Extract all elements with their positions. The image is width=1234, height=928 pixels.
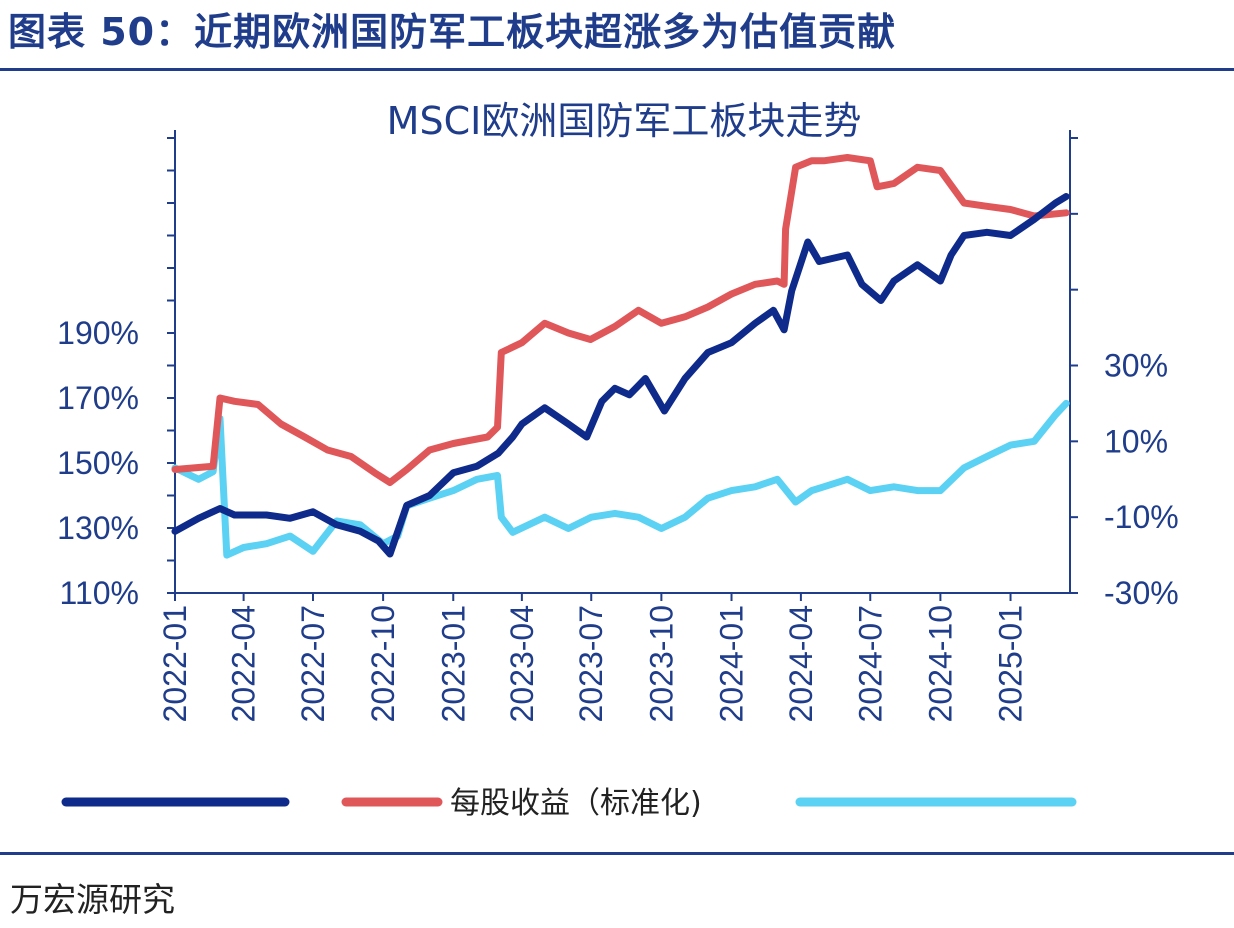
x-axis: 2022-01 2022-04 2022-07 2022-10 2023-01 2023-…	[157, 592, 1070, 722]
right-tick-label: -10%	[1104, 499, 1179, 535]
valuation-series-line	[171, 399, 1070, 559]
x-tick-label: 2022-04	[226, 605, 262, 722]
x-tick-label: 2022-01	[157, 605, 193, 722]
eps-series-line	[171, 154, 1070, 486]
right-tick-label: 30%	[1104, 348, 1168, 384]
x-tick-label: 2023-04	[504, 605, 540, 722]
series-lines	[171, 154, 1070, 559]
x-tick-label: 2023-01	[435, 605, 471, 722]
legend-eps-label: 每股收益（标准化)	[450, 786, 702, 821]
x-tick-label: 2024-01	[714, 605, 750, 722]
title-divider	[0, 68, 1234, 71]
x-tick-label: 2024-10	[922, 605, 958, 722]
left-tick-label: 170%	[57, 380, 139, 416]
source-note: 万宏源研究	[10, 880, 175, 919]
left-tick-label: 110%	[60, 575, 139, 611]
x-tick-label: 2025-01	[993, 605, 1029, 722]
legend: 每股收益（标准化)	[61, 786, 1077, 821]
left-tick-label: 130%	[57, 510, 139, 546]
bottom-divider	[0, 852, 1234, 855]
right-y-axis: -30% -10% 10% 30%	[1069, 130, 1179, 611]
x-tick-label: 2023-07	[573, 605, 609, 722]
x-tick-label: 2024-04	[783, 605, 819, 722]
x-tick-label: 2024-07	[852, 605, 888, 722]
figure-title: 图表 50：近期欧洲国防军工板块超涨多为估值贡献	[8, 10, 897, 54]
left-tick-label: 190%	[57, 315, 139, 351]
left-y-axis: 110% 130% 150% 170% 190%	[57, 130, 176, 611]
chart-title: MSCI欧洲国防军工板块走势	[387, 99, 862, 143]
right-tick-label: -30%	[1104, 575, 1179, 611]
price-series-line	[171, 193, 1070, 558]
right-tick-label: 10%	[1104, 423, 1168, 459]
left-tick-label: 150%	[57, 445, 139, 481]
x-tick-label: 2022-10	[365, 605, 401, 722]
x-tick-label: 2023-10	[643, 605, 679, 722]
line-chart: MSCI欧洲国防军工板块走势 110% 130% 150% 170% 190% -30%…	[57, 99, 1179, 821]
x-tick-label: 2022-07	[295, 605, 331, 722]
